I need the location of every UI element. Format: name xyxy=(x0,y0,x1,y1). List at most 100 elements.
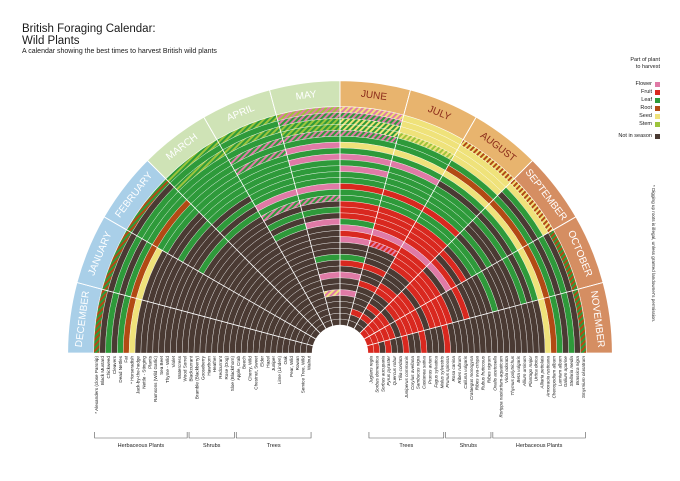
legend-heading-line1: Part of plant xyxy=(630,57,660,63)
legend-item-seed: Seed xyxy=(596,112,660,120)
group-label: Trees xyxy=(399,443,413,449)
plant-label-left: Hazel xyxy=(265,356,270,368)
legend-label: Leaf xyxy=(641,97,652,103)
plant-label-left: Chestnut, Sweet xyxy=(253,355,258,389)
plant-label-left: Bramble (Blackberry) xyxy=(194,356,199,400)
plant-label-right: Castanea sativa xyxy=(422,356,427,389)
month-divider xyxy=(269,89,334,327)
plant-label-left: * Alexanders (close Parsnip) xyxy=(94,356,99,414)
group-bracket xyxy=(188,432,235,439)
month-label-june: JUNE xyxy=(360,89,388,103)
group-bracket xyxy=(235,432,312,439)
month-dividers xyxy=(76,80,604,347)
legend-label: Root xyxy=(640,105,652,111)
plant-labels: * Alexanders (close Parsnip) Black Mustar… xyxy=(94,355,586,417)
plant-label-left: Hawthorn xyxy=(206,356,211,376)
legend-label: Stem xyxy=(639,121,652,127)
group-bracket xyxy=(492,432,586,439)
group-bracket xyxy=(445,432,492,439)
plant-label-left: Black Mustard xyxy=(100,356,105,386)
plant-label-left: Walnut xyxy=(307,355,312,370)
plant-label-right: Ribes uva-crispa xyxy=(475,356,480,391)
month-divider xyxy=(76,282,314,347)
plant-label-left: Rowan xyxy=(295,356,300,371)
legend-swatch xyxy=(655,89,660,95)
plant-label-right: Rubus fruticosus xyxy=(481,355,486,390)
month-divider xyxy=(147,160,321,334)
plant-label-right: Calluna vulgaris xyxy=(463,355,468,388)
plant-label-left: Heather xyxy=(212,356,217,373)
legend-item-fruit: Fruit xyxy=(596,88,660,96)
group-label: Trees xyxy=(267,443,281,449)
plant-label-right: Ribes rubrum xyxy=(457,356,462,384)
plant-label-right: Fagus sylvatica xyxy=(433,356,438,388)
plant-label-right: Urtica dioica xyxy=(534,356,539,382)
legend-heading-line2: to harvest xyxy=(635,63,660,70)
plant-label-right: Corylus avellana xyxy=(410,356,415,390)
month-label-may: MAY xyxy=(295,89,318,103)
legend-swatch xyxy=(655,121,660,127)
plant-label-right: Pyrus pyraster xyxy=(386,356,391,386)
plant-label-right: Juglans regia xyxy=(368,356,373,385)
plant-label-left: Jack-by-the-hedge xyxy=(135,356,140,394)
plant-label-right: Prunus avium xyxy=(427,356,432,384)
plant-label-left: Elder xyxy=(259,356,264,367)
plant-label-left: Dead Nettles xyxy=(118,355,123,382)
plant-label-right: Viola odorata xyxy=(504,356,509,383)
chart-subtitle: A calendar showing the best times to har… xyxy=(22,48,217,55)
plant-label-left: Thyme - Wild xyxy=(165,356,170,383)
side-note: * Digging up roots is illegal, unless gr… xyxy=(650,185,656,360)
legend-label: Not in season xyxy=(618,133,652,139)
legend-swatch xyxy=(655,81,660,87)
month-divider xyxy=(364,216,577,340)
legend-swatch xyxy=(655,97,660,103)
month-divider xyxy=(359,160,533,334)
plant-label-right: Plantago major xyxy=(528,356,533,387)
plant-label-left: Pear, Wild xyxy=(289,356,294,377)
plant-label-right: Rorippa nasturtium-aquaticum xyxy=(498,356,503,418)
month-divider xyxy=(346,89,411,327)
group-label: Shrubs xyxy=(460,443,478,449)
chart-title: British Foraging Calendar: Wild Plants xyxy=(22,23,156,47)
legend-item-root: Root xyxy=(596,104,660,112)
legend-item-leaf: Leaf xyxy=(596,96,660,104)
plant-label-right: Quercus robur xyxy=(392,356,397,386)
plant-label-left: Sea Beet xyxy=(159,355,164,375)
plant-label-right: Galium aparine xyxy=(563,356,568,388)
legend-swatch xyxy=(655,105,660,111)
group-bracket xyxy=(94,432,188,439)
plant-label-right: Sambucus nigra xyxy=(416,356,421,390)
plant-label-right: Smyrnium olusatrum xyxy=(581,356,586,398)
plant-label-left: Sloe (Blackthorn) xyxy=(230,356,235,392)
plant-label-right: Sorbus domestica xyxy=(374,356,379,393)
plant-label-left: Blackcurrant xyxy=(189,355,194,381)
month-divider xyxy=(203,116,327,329)
group-label: Herbaceous Plants xyxy=(516,443,563,449)
plant-label-right: Alliaria petiolata xyxy=(540,356,545,390)
plant-label-right: Prunus spinosa xyxy=(445,356,450,388)
side-note-text: * Digging up roots is illegal, unless gr… xyxy=(651,185,656,323)
plant-label-right: Allium ursinum xyxy=(522,356,527,387)
plant-label-right: Sorbus aucuparia xyxy=(380,356,385,392)
plant-label-right: Juniperus communis xyxy=(404,355,409,399)
plant-label-left: * Horseradish xyxy=(130,356,135,384)
group-label: Shrubs xyxy=(203,443,221,449)
plant-label-left: Wood Sorrel xyxy=(183,356,188,381)
month-divider xyxy=(353,116,477,329)
plant-label-right: Stellaria media xyxy=(569,356,574,387)
legend-label: Fruit xyxy=(641,89,652,95)
group-label: Herbaceous Plants xyxy=(118,443,165,449)
plant-label-left: Juniper xyxy=(271,356,276,372)
plant-label-left: Rose (Dog) xyxy=(224,356,229,380)
plant-label-right: Ribes nigrum xyxy=(486,356,491,383)
legend-label: Seed xyxy=(639,113,652,119)
legend-swatch xyxy=(655,133,660,139)
legend-heading: Part of plant to harvest xyxy=(596,57,660,70)
plant-label-right: Armoracia rusticana xyxy=(545,356,550,398)
plant-label-right: Crataegus monogyna xyxy=(469,356,474,400)
month-divider xyxy=(103,216,316,340)
plant-label-right: Thymus polytrichus xyxy=(510,355,515,395)
plant-label-left: Apple, Crab xyxy=(236,356,241,381)
